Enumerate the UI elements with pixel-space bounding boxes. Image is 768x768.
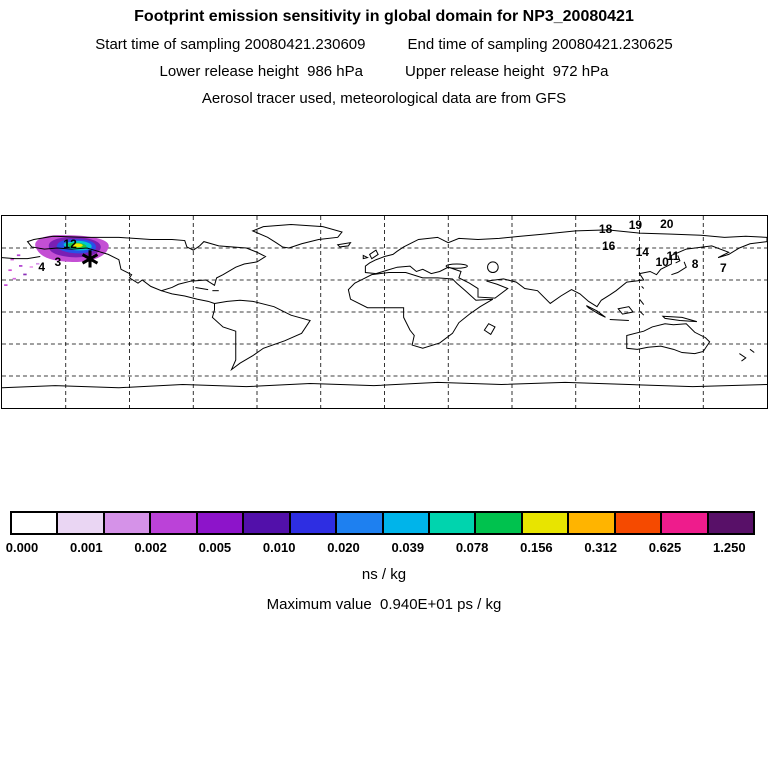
colorbar-tick-label: 0.039	[391, 540, 425, 555]
header: Footprint emission sensitivity in global…	[0, 8, 768, 117]
trajectory-day-label: 7	[720, 261, 727, 276]
colorbar-segment	[195, 513, 243, 533]
colorbar-segment	[242, 513, 289, 533]
colorbar-segment	[335, 513, 382, 533]
colorbar-segment	[427, 513, 475, 533]
trajectory-day-label: 3	[54, 255, 62, 270]
trajectory-day-label: 10	[655, 255, 669, 270]
colorbar-tick-label: 0.010	[262, 540, 296, 555]
lower-release-text: Lower release height 986 hPa	[159, 63, 363, 80]
trajectory-day-label: 12	[63, 237, 77, 252]
colorbar-tick-label: 0.156	[520, 540, 553, 555]
colorbar-tick-label: 0.001	[70, 540, 103, 555]
colorbar-segment	[567, 513, 614, 533]
release-heights-line: Lower release height 986 hPa Upper releas…	[0, 63, 768, 80]
colorbar-segment	[706, 513, 753, 533]
colorbar-segment	[288, 513, 336, 533]
upper-release-text: Upper release height 972 hPa	[405, 63, 609, 80]
colorbar-tick-label: 0.005	[198, 540, 232, 555]
colorbar-tick-label: 0.312	[584, 540, 617, 555]
colorbar-segment	[660, 513, 707, 533]
trajectory-day-label: 11	[666, 249, 680, 264]
colorbar-ticks: 0.000 0.001 0.002 0.005 0.010 0.020 0.039 0.078…	[6, 540, 755, 558]
trajectory-day-label: 8	[691, 257, 699, 272]
colorbar-tick-label: 0.625	[648, 540, 682, 555]
colorbar-segment	[381, 513, 428, 533]
sampling-times-line: Start time of sampling 20080421.230609 En…	[0, 36, 768, 53]
colorbar-segment	[474, 513, 521, 533]
trajectory-day-label: 14	[635, 245, 649, 260]
colorbar	[10, 511, 755, 535]
trajectory-day-label: 4	[38, 260, 46, 275]
trajectory-day-label: 19	[628, 218, 643, 233]
colorbar-segment	[149, 513, 196, 533]
start-time-text: Start time of sampling 20080421.230609	[95, 36, 366, 53]
colorbar-segment	[520, 513, 568, 533]
colorbar-segment	[613, 513, 661, 533]
world-map-panel: 12 3 4 18 19 20 16 14 11 10 8 7 ∗	[1, 215, 768, 409]
colorbar-tick-label: 0.078	[455, 540, 489, 555]
colorbar-units-label: ns / kg	[361, 566, 407, 583]
trajectory-day-label: 16	[601, 238, 616, 253]
colorbar-tick-label: 0.000	[5, 540, 39, 555]
max-value-label: Maximum value 0.940E+01 ps / kg	[266, 596, 502, 613]
world-map-svg	[2, 216, 767, 408]
colorbar-tick-label: 0.020	[327, 540, 360, 555]
colorbar-tick-label: 0.002	[134, 540, 167, 555]
trajectory-day-label: 20	[660, 217, 674, 232]
colorbar-segment	[12, 513, 57, 533]
grid-lines	[2, 216, 767, 408]
map-overlay: 12 3 4 18 19 20 16 14 11 10 8 7 ∗	[38, 217, 727, 276]
colorbar-segment	[56, 513, 103, 533]
page-title: Footprint emission sensitivity in global…	[134, 8, 634, 25]
colorbar-tick-label: 1.250	[713, 540, 746, 555]
coastlines	[2, 225, 767, 388]
tracer-line: Aerosol tracer used, meteorological data…	[201, 90, 567, 107]
trajectory-day-label: 18	[598, 222, 613, 237]
colorbar-segment	[102, 513, 150, 533]
end-time-text: End time of sampling 20080421.230625	[407, 36, 673, 53]
